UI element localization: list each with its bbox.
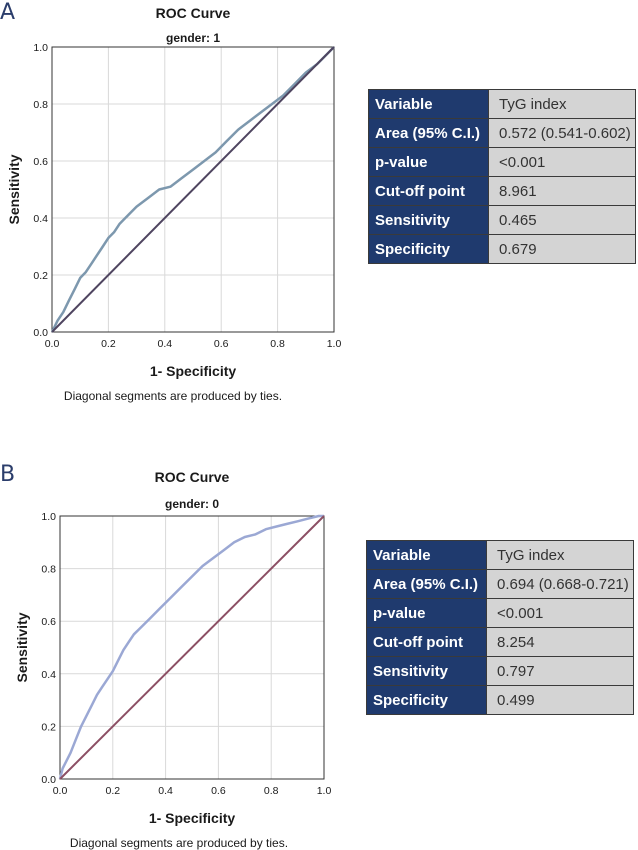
- stats-table-b: Variable TyG index Area (95% C.I.) 0.694 (…: [366, 540, 634, 715]
- row-value: TyG index: [488, 89, 636, 119]
- row-key: Specificity: [368, 234, 489, 264]
- series-line-reference: [59, 515, 325, 780]
- panel-b: B ROC Curve gender: 0 0.0 0.2 0.4 0.6 0.8 1.0 0.…: [0, 462, 638, 850]
- x-tick-label: 0.6: [214, 338, 229, 350]
- y-tick-label: 0.0: [33, 327, 48, 339]
- row-value: TyG index: [486, 540, 634, 570]
- row-key: p-value: [368, 147, 489, 177]
- y-tick-label: 1.0: [33, 42, 48, 54]
- y-axis-label: Sensitivity: [14, 612, 30, 682]
- x-tick-label: 0.8: [264, 785, 279, 797]
- panel-label-a: A: [0, 0, 16, 25]
- row-value: 8.961: [488, 176, 636, 206]
- y-tick-label: 0.6: [41, 616, 56, 628]
- x-tick-label: 0.2: [101, 338, 116, 350]
- chart-title: ROC Curve: [155, 469, 230, 485]
- chart-subtitle: gender: 1: [166, 31, 220, 45]
- row-value: 0.694 (0.668-0.721): [486, 569, 634, 599]
- x-tick-label: 0.0: [45, 338, 60, 350]
- x-axis-label: 1- Specificity: [149, 810, 236, 826]
- row-key: Variable: [368, 89, 489, 119]
- plot-frame: [59, 515, 325, 780]
- table-row: Sensitivity 0.465: [368, 205, 636, 235]
- x-tick-label: 0.8: [270, 338, 285, 350]
- table-row: Cut-off point 8.961: [368, 176, 636, 206]
- chart-subtitle: gender: 0: [165, 497, 219, 511]
- chart-footnote: Diagonal segments are produced by ties.: [64, 389, 282, 403]
- row-value: 0.572 (0.541-0.602): [488, 118, 636, 148]
- row-value: 0.499: [486, 685, 634, 715]
- y-tick-label: 0.2: [33, 270, 48, 282]
- x-tick-label: 0.4: [158, 785, 173, 797]
- table-row: Area (95% C.I.) 0.694 (0.668-0.721): [366, 569, 634, 599]
- roc-chart-b: ROC Curve gender: 0 0.0 0.2 0.4 0.6 0.8 1.0 0.0 0…: [14, 469, 332, 850]
- x-tick-label: 0.2: [105, 785, 120, 797]
- row-key: Area (95% C.I.): [368, 118, 489, 148]
- row-key: Cut-off point: [366, 627, 487, 657]
- x-tick-label: 1.0: [317, 785, 332, 797]
- row-key: Cut-off point: [368, 176, 489, 206]
- x-tick-label: 0.4: [157, 338, 172, 350]
- y-tick-label: 1.0: [41, 511, 56, 523]
- series-line-roc: [50, 46, 335, 333]
- table-row: Variable TyG index: [366, 540, 634, 570]
- row-value: <0.001: [488, 147, 636, 177]
- table-row: Specificity 0.679: [368, 234, 636, 264]
- row-key: Variable: [366, 540, 487, 570]
- row-value: <0.001: [486, 598, 634, 628]
- table-row: Sensitivity 0.797: [366, 656, 634, 686]
- table-row: Area (95% C.I.) 0.572 (0.541-0.602): [368, 118, 636, 148]
- row-key: Area (95% C.I.): [366, 569, 487, 599]
- y-tick-label: 0.8: [41, 564, 56, 576]
- row-value: 0.465: [488, 205, 636, 235]
- series-line-reference: [51, 46, 335, 333]
- series-line-roc: [58, 514, 324, 780]
- table-row: p-value <0.001: [368, 147, 636, 177]
- y-axis-label: Sensitivity: [6, 154, 22, 224]
- y-tick-label: 0.8: [33, 99, 48, 111]
- x-tick-label: 0.0: [53, 785, 68, 797]
- chart-footnote: Diagonal segments are produced by ties.: [70, 836, 288, 850]
- table-row: Specificity 0.499: [366, 685, 634, 715]
- y-tick-label: 0.4: [33, 213, 48, 225]
- stats-table-a: Variable TyG index Area (95% C.I.) 0.572 (…: [368, 89, 636, 264]
- x-tick-label: 1.0: [327, 338, 342, 350]
- row-value: 0.679: [488, 234, 636, 264]
- row-key: Sensitivity: [366, 656, 487, 686]
- row-key: Specificity: [366, 685, 487, 715]
- y-tick-label: 0.4: [41, 669, 56, 681]
- row-value: 8.254: [486, 627, 634, 657]
- plot-frame: [51, 46, 335, 333]
- table-row: Variable TyG index: [368, 89, 636, 119]
- table-row: Cut-off point 8.254: [366, 627, 634, 657]
- row-key: Sensitivity: [368, 205, 489, 235]
- table-row: p-value <0.001: [366, 598, 634, 628]
- panel-a: A ROC Curve gender: 1 0.0 0.2 0.4 0.6 0.8 1.0 0.…: [0, 0, 638, 420]
- row-key: p-value: [366, 598, 487, 628]
- chart-title: ROC Curve: [156, 5, 231, 21]
- panel-label-b: B: [0, 462, 16, 487]
- x-axis-label: 1- Specificity: [150, 363, 237, 379]
- y-tick-label: 0.2: [41, 721, 56, 733]
- row-value: 0.797: [486, 656, 634, 686]
- x-tick-label: 0.6: [211, 785, 226, 797]
- y-tick-label: 0.6: [33, 156, 48, 168]
- roc-chart-a: ROC Curve gender: 1 0.0 0.2 0.4 0.6 0.8 1.0 0.0 0…: [6, 5, 342, 403]
- y-tick-label: 0.0: [41, 774, 56, 786]
